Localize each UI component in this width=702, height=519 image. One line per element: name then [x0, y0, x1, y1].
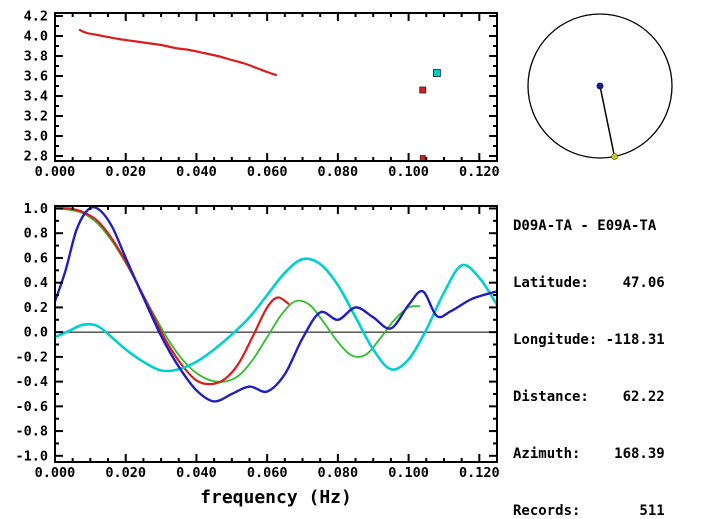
cyan-square-marker — [432, 69, 441, 77]
azimuth-compass — [527, 13, 673, 160]
x-tick-label: 0.020 — [105, 164, 146, 180]
x-tick-label: 0.120 — [459, 465, 500, 481]
x-tick-label: 0.040 — [176, 465, 217, 481]
x-tick-label: 0.060 — [247, 465, 288, 481]
y-tick-label: 3.8 — [24, 49, 48, 65]
azimuth-end-dot — [611, 153, 618, 160]
y-tick-label: 3.6 — [24, 69, 48, 85]
station-pair-title: D09A-TA - E09A-TA — [513, 218, 657, 234]
red-correlation-curve — [55, 207, 290, 386]
x-tick-label: 0.000 — [35, 164, 76, 180]
compass-circle — [527, 13, 673, 159]
y-tick-label: 0.4 — [24, 275, 48, 291]
x-tick-label: 0.100 — [388, 164, 429, 180]
station-info-panel: D09A-TA - E09A-TA Latitude: 47.06 Longit… — [513, 179, 665, 519]
info-line-azimuth: Azimuth: 168.39 — [513, 446, 665, 462]
y-tick-label: -0.6 — [15, 399, 48, 415]
y-tick-label: 0.0 — [24, 325, 48, 341]
x-tick-label: 0.080 — [318, 164, 359, 180]
station-center-dot — [596, 82, 604, 90]
y-tick-label: 3.4 — [24, 89, 48, 105]
y-tick-label: -1.0 — [15, 448, 48, 464]
axes-frame — [54, 12, 498, 162]
y-tick-label: 4.2 — [24, 9, 48, 25]
cyan-correlation-curve — [55, 257, 497, 373]
correlation-vs-frequency-plot: 0.000 0.020 0.040 0.060 0.080 0.100 0.120 -1.0 -… — [15, 201, 499, 508]
info-line-distance: Distance: 62.22 — [513, 389, 665, 405]
info-line-records: Records: 511 — [513, 503, 665, 519]
x-tick-label: 0.120 — [459, 164, 500, 180]
x-tick-label: 0.080 — [318, 465, 359, 481]
y-tick-label: 3.2 — [24, 109, 48, 125]
y-tick-label: 0.8 — [24, 226, 48, 242]
azimuth-line — [599, 85, 616, 157]
green-correlation-curve — [55, 207, 421, 383]
info-line-latitude: Latitude: 47.06 — [513, 275, 665, 291]
x-tick-label: 0.040 — [176, 164, 217, 180]
x-tick-label: 0.000 — [35, 465, 76, 481]
info-line-longitude: Longitude: -118.31 — [513, 332, 665, 348]
axes-frame — [54, 205, 498, 463]
red-dispersion-curve — [78, 28, 278, 77]
y-tick-label: 0.2 — [24, 300, 48, 316]
x-tick-label: 0.020 — [105, 465, 146, 481]
x-tick-label: 0.100 — [388, 465, 429, 481]
y-tick-label: -0.4 — [15, 374, 48, 390]
velocity-dispersion-plot: 0.000 0.020 0.040 0.060 0.080 0.100 0.120 2.8 3.… — [24, 9, 500, 181]
x-tick-label: 0.060 — [247, 164, 288, 180]
red-square-marker-upper — [419, 86, 427, 94]
blue-correlation-curve — [55, 206, 497, 403]
y-tick-label: 1.0 — [24, 201, 48, 217]
y-tick-label: 4.0 — [24, 29, 48, 45]
y-tick-label: 2.8 — [24, 149, 48, 165]
y-tick-label: -0.2 — [15, 349, 48, 365]
x-axis-label: frequency (Hz) — [200, 487, 352, 508]
y-tick-label: 3.0 — [24, 129, 48, 145]
red-square-marker-lower — [419, 155, 426, 161]
y-tick-label: -0.8 — [15, 424, 48, 440]
y-tick-label: 0.6 — [24, 250, 48, 266]
